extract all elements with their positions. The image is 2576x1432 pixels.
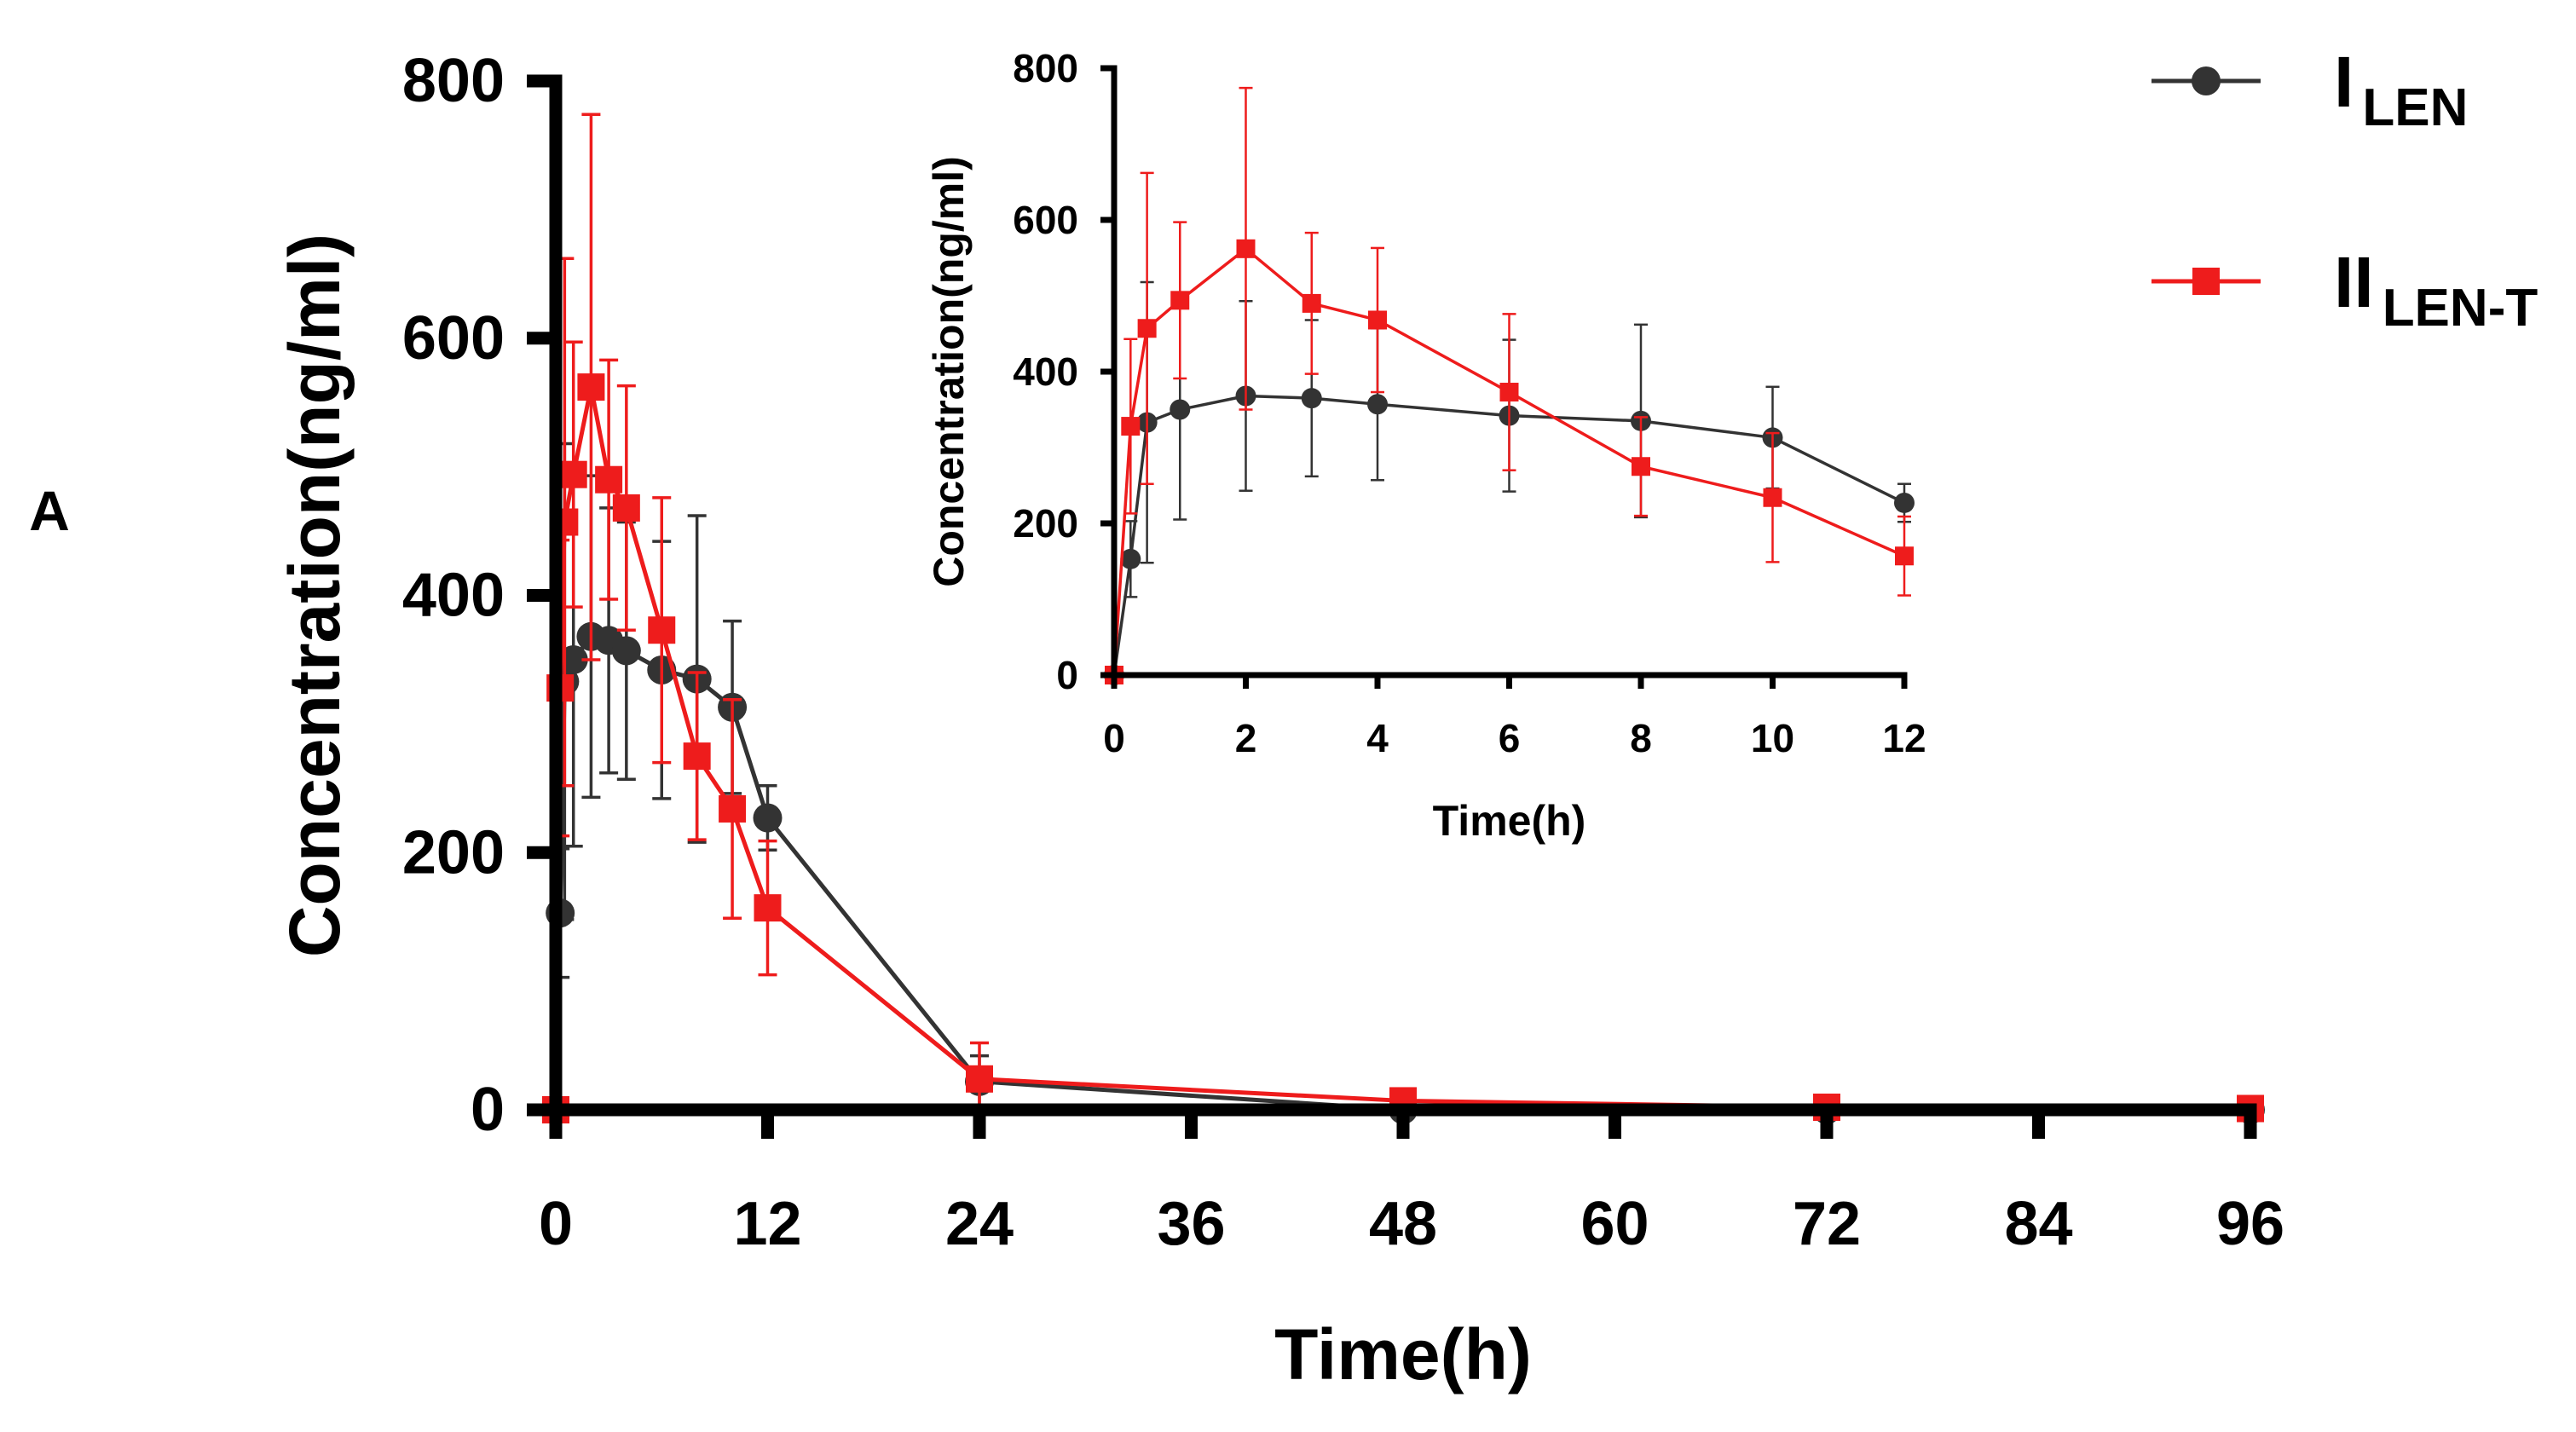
main-series-2-point <box>559 460 587 488</box>
main-x-tick-label: 0 <box>539 1190 573 1258</box>
main-x-tick-label: 48 <box>1369 1190 1437 1258</box>
inset-series-2-point <box>1895 546 1914 566</box>
main-series-2-point <box>719 794 747 823</box>
main-x-tick-label: 24 <box>945 1190 1014 1258</box>
inset-series-2-point <box>1368 310 1387 330</box>
legend-swatch-marker <box>2192 66 2221 95</box>
main-series-2-line <box>553 384 2251 1111</box>
inset-y-tick-label: 200 <box>1013 501 1078 546</box>
inset-x-tick-label: 12 <box>1882 716 1926 760</box>
legend-label: II <box>2334 242 2374 322</box>
main-series-2-point <box>577 373 605 401</box>
inset-y-tick-label: 0 <box>1056 653 1078 697</box>
main-series-2-point <box>612 494 640 522</box>
inset-x-tick-label: 6 <box>1499 716 1521 760</box>
legend-label-subscript: LEN <box>2362 78 2468 137</box>
main-y-tick-label: 200 <box>402 818 505 886</box>
main-x-tick-label: 60 <box>1580 1190 1649 1258</box>
main-x-tick-label: 12 <box>733 1190 801 1258</box>
inset-y-tick-label: 400 <box>1013 349 1078 394</box>
inset-x-tick-label: 10 <box>1751 716 1794 760</box>
inset-x-tick-label: 8 <box>1630 716 1652 760</box>
main-x-tick-label: 72 <box>1793 1190 1861 1258</box>
main-series-2-point <box>754 894 782 922</box>
inset-series-1-point <box>1120 548 1141 569</box>
inset-x-tick-label: 4 <box>1366 716 1389 760</box>
inset-series-2-point <box>1632 457 1650 476</box>
legend-entry-1: I LEN <box>2151 42 2468 137</box>
inset-series-2-point <box>1121 417 1141 436</box>
inset-series-1-point <box>1367 394 1388 415</box>
inset-x-tick-label: 2 <box>1235 716 1257 760</box>
inset-y-tick-label: 800 <box>1013 46 1078 90</box>
inset-series-2-point <box>1302 293 1321 313</box>
legend-swatch-marker <box>2192 268 2220 295</box>
main-series-2-point <box>595 465 623 494</box>
inset-series-1-point <box>1301 388 1322 409</box>
main-plot: 0 12 24 36 48 60 72 84 960200400600800Time(h)Con… <box>274 47 2284 1394</box>
inset-series-2 <box>1105 86 1914 684</box>
panel-label: A <box>29 479 70 542</box>
inset-series-2-point <box>1499 383 1519 402</box>
main-series-1-point <box>753 803 783 833</box>
main-series-1 <box>541 442 2265 1124</box>
main-series-1-line <box>553 634 2250 1112</box>
main-x-tick-label: 84 <box>2004 1190 2072 1258</box>
inset-y-axis-title: Concentration(ng/ml) <box>925 156 973 587</box>
legend-entry-2: II LEN-T <box>2151 242 2538 338</box>
main-y-tick-label: 0 <box>471 1076 505 1144</box>
main-series-1-point <box>611 636 641 666</box>
inset-series-1-point <box>1170 399 1191 420</box>
main-series-2-point <box>683 742 711 771</box>
main-x-tick-label: 36 <box>1157 1190 1225 1258</box>
main-y-tick-label: 600 <box>402 304 505 372</box>
main-series-2-point <box>648 616 676 644</box>
inset-x-tick-label: 0 <box>1103 716 1125 760</box>
main-series-1-point <box>558 644 588 674</box>
inset-series-2-point <box>1763 488 1782 507</box>
inset-series-1-point <box>1894 492 1915 513</box>
main-series-2 <box>542 113 2264 1123</box>
main-y-axis-title: Concentration(ng/ml) <box>274 234 355 957</box>
main-series-2-point <box>966 1065 993 1093</box>
main-x-tick-label: 96 <box>2216 1190 2284 1258</box>
legend: I LEN II LEN-T <box>2151 42 2538 338</box>
main-x-axis-title: Time(h) <box>1274 1314 1532 1394</box>
inset-y-tick-label: 600 <box>1013 198 1078 242</box>
inset-x-axis-title: Time(h) <box>1433 797 1586 845</box>
legend-label-subscript: LEN-T <box>2383 279 2538 338</box>
main-y-tick-label: 400 <box>402 562 505 630</box>
legend-label: I <box>2334 42 2354 122</box>
inset-series-2-point <box>1236 239 1256 258</box>
inset-series-2-point <box>1170 291 1190 310</box>
inset-series-2-point <box>1137 319 1157 338</box>
inset-plot: 0 2 4 6 8 10 12 0 200 400 600 800 Time(h) Concentrati… <box>925 46 1926 845</box>
main-y-tick-label: 800 <box>402 47 505 115</box>
